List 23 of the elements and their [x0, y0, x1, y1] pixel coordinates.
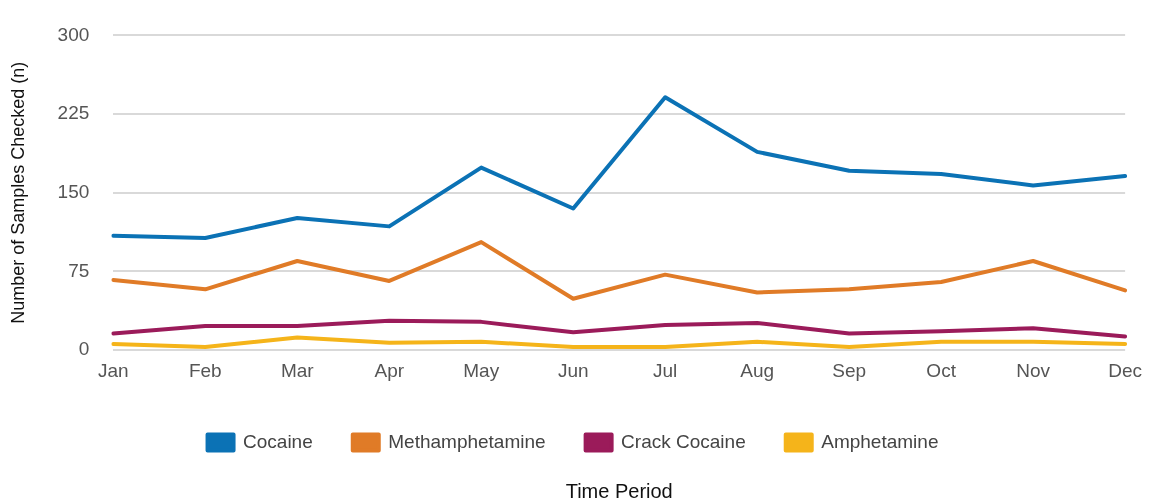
x-tick-label: Feb: [188, 359, 222, 381]
y-axis-title: Number of Samples Checked (n): [7, 61, 28, 324]
x-tick-label: Jan: [97, 359, 129, 381]
x-axis-title: Time Period: [565, 479, 673, 502]
x-tick-label: Oct: [926, 359, 957, 381]
x-tick-label: Mar: [280, 359, 315, 381]
x-tick-label: Sep: [832, 359, 867, 381]
legend-label: Cocaine: [243, 430, 313, 452]
x-tick-label: Jul: [653, 359, 678, 381]
y-tick-label: 300: [57, 23, 90, 45]
y-tick-label: 225: [57, 102, 90, 124]
x-tick-label: Dec: [1108, 359, 1142, 381]
legend-label: Methamphetamine: [388, 430, 546, 452]
x-tick-label: Aug: [740, 359, 775, 381]
x-tick-label: May: [463, 359, 500, 381]
legend-label: Amphetamine: [821, 430, 939, 452]
y-tick-label: 0: [78, 338, 90, 360]
x-tick-label: Jun: [557, 359, 589, 381]
x-tick-label: Apr: [374, 359, 405, 381]
legend-label: Crack Cocaine: [621, 430, 746, 452]
y-tick-label: 150: [57, 181, 90, 203]
y-tick-label: 75: [68, 259, 90, 281]
x-tick-label: Nov: [1016, 359, 1051, 381]
